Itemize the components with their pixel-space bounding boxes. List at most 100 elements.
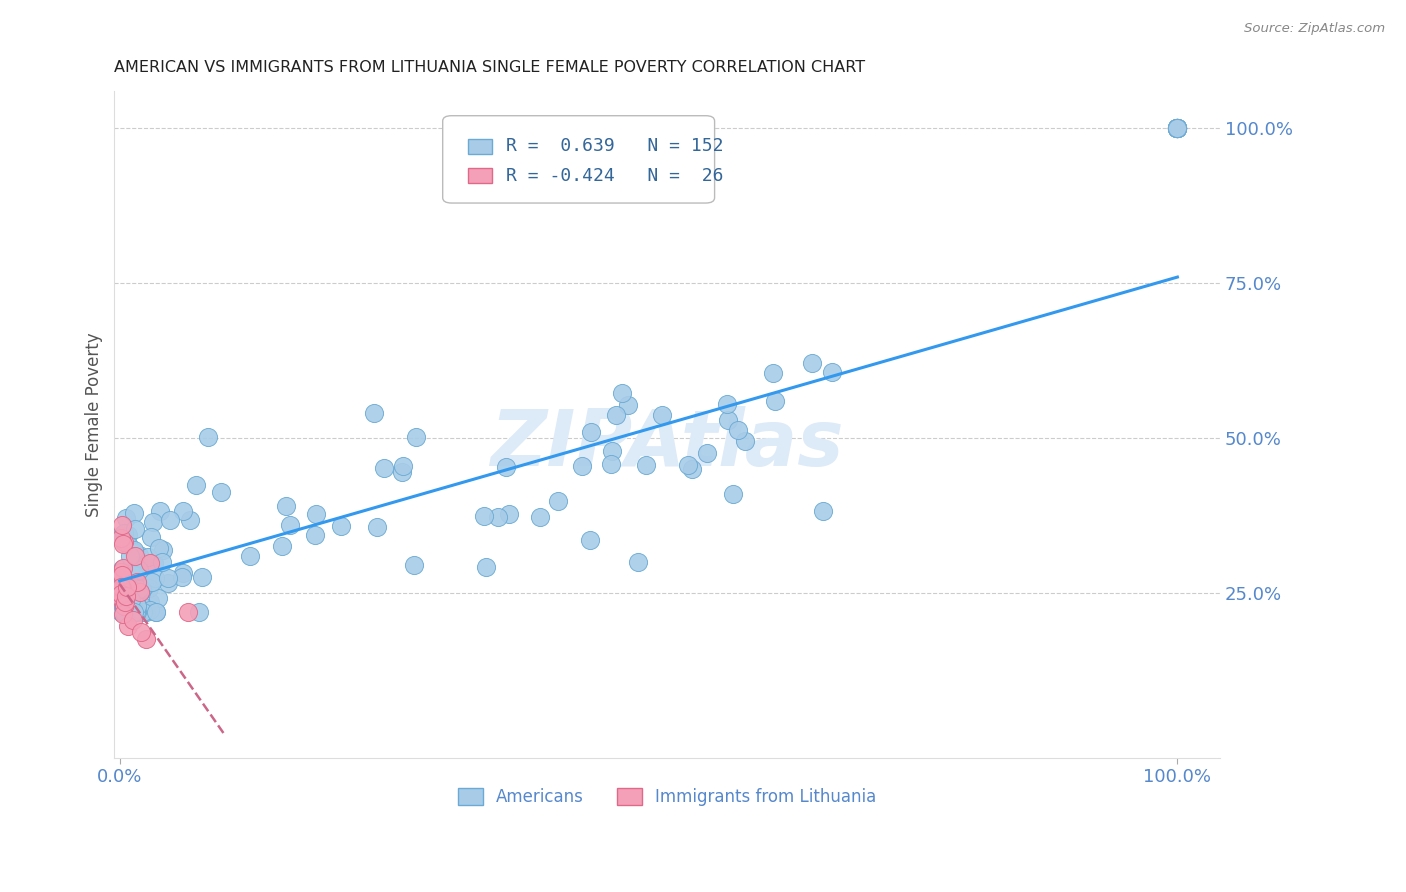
Point (1166, 121, 1188, 136)
Point (111, 561, 134, 575)
Point (132, 605, 155, 619)
Point (124, 568, 146, 582)
Point (125, 561, 148, 575)
Point (112, 570, 135, 584)
Point (145, 571, 167, 585)
Text: Source: ZipAtlas.com: Source: ZipAtlas.com (1244, 22, 1385, 36)
Point (111, 537, 134, 551)
Point (129, 551, 152, 566)
Point (122, 543, 145, 558)
Point (404, 558, 426, 573)
Point (634, 458, 657, 472)
Point (329, 519, 352, 533)
Point (145, 605, 167, 619)
Point (115, 589, 138, 603)
Point (1166, 121, 1188, 136)
Text: R = -0.424   N =  26: R = -0.424 N = 26 (506, 167, 723, 185)
Point (125, 605, 148, 619)
Point (156, 575, 179, 590)
Point (135, 632, 157, 647)
Point (270, 539, 292, 553)
Point (152, 542, 174, 557)
Point (610, 386, 633, 401)
Point (142, 556, 165, 570)
Point (475, 560, 498, 574)
Point (1166, 121, 1188, 136)
Point (547, 494, 569, 508)
Point (617, 398, 640, 412)
Point (114, 605, 136, 619)
FancyBboxPatch shape (468, 139, 492, 153)
Point (110, 565, 132, 579)
Point (157, 571, 180, 585)
Point (112, 605, 135, 619)
Point (125, 568, 148, 582)
FancyBboxPatch shape (443, 116, 714, 203)
Point (600, 444, 623, 458)
Point (811, 504, 834, 518)
Point (112, 599, 135, 613)
Point (1166, 121, 1188, 136)
Point (115, 594, 138, 608)
Point (727, 423, 749, 437)
Point (278, 518, 301, 533)
Point (1166, 121, 1188, 136)
Point (114, 595, 136, 609)
Point (1166, 121, 1188, 136)
Point (172, 504, 194, 518)
Point (110, 565, 132, 579)
Point (1166, 121, 1188, 136)
Legend: Americans, Immigrants from Lithuania: Americans, Immigrants from Lithuania (451, 781, 883, 813)
Point (125, 593, 148, 607)
Point (132, 605, 155, 619)
Point (373, 460, 395, 475)
Point (118, 599, 141, 614)
Point (124, 522, 146, 536)
Point (139, 595, 162, 609)
Point (676, 458, 699, 472)
Point (128, 582, 150, 596)
Point (112, 600, 135, 615)
Point (1166, 121, 1188, 136)
Point (363, 406, 385, 420)
Point (115, 580, 138, 594)
Point (111, 528, 134, 542)
Point (111, 568, 134, 582)
Point (498, 507, 520, 521)
Point (571, 458, 593, 473)
Point (1166, 121, 1188, 136)
Point (129, 598, 152, 612)
Point (110, 592, 132, 607)
Point (121, 577, 143, 591)
Point (1166, 121, 1188, 136)
Point (121, 560, 143, 574)
Point (111, 517, 134, 532)
Point (114, 604, 136, 618)
Point (600, 457, 623, 471)
Point (197, 430, 219, 444)
Point (112, 561, 135, 575)
Point (127, 565, 149, 579)
Point (121, 605, 143, 619)
Y-axis label: Single Female Poverty: Single Female Poverty (86, 332, 103, 516)
Point (159, 513, 181, 527)
Point (117, 619, 139, 633)
Point (681, 462, 703, 476)
Point (392, 458, 415, 473)
Point (696, 446, 718, 460)
Point (122, 613, 145, 627)
Point (529, 510, 551, 524)
Point (721, 487, 744, 501)
Point (114, 525, 136, 540)
Point (1166, 121, 1188, 136)
Point (124, 605, 146, 619)
Point (118, 603, 141, 617)
Point (177, 605, 200, 619)
Point (110, 580, 132, 594)
Point (128, 584, 150, 599)
Point (136, 550, 159, 565)
Text: AMERICAN VS IMMIGRANTS FROM LITHUANIA SINGLE FEMALE POVERTY CORRELATION CHART: AMERICAN VS IMMIGRANTS FROM LITHUANIA SI… (114, 60, 866, 75)
Point (717, 413, 740, 427)
Point (124, 548, 146, 562)
Point (120, 549, 142, 564)
